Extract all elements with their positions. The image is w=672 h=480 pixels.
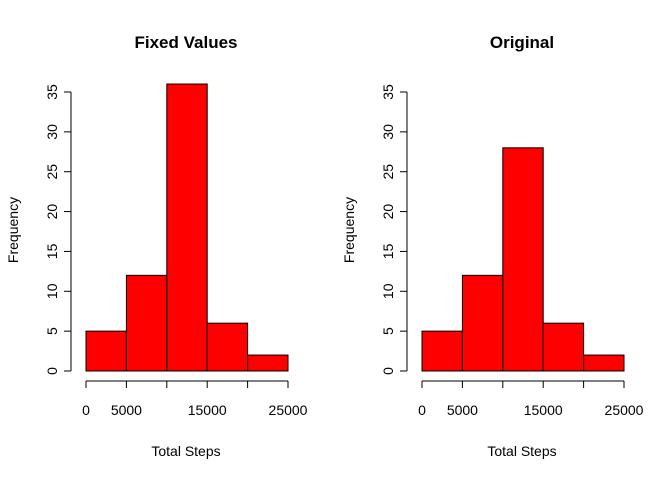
histogram-bar [542,322,585,372]
y-tick-label: 15 [380,243,396,259]
y-tick-label: 15 [44,243,60,259]
y-axis: 0 5 10 15 20 25 30 35 [44,84,72,375]
histogram-bar [583,354,625,372]
panel-fixed-values: Fixed Values Frequency Total Steps 0 5 10 1… [5,33,308,459]
histogram-bar [85,330,127,372]
y-tick-label: 5 [44,327,60,335]
histogram-bar [247,354,289,372]
chart-title: Fixed Values [135,33,238,52]
histogram-bar [461,274,504,372]
x-tick-label: 25000 [605,402,644,418]
y-tick-label: 25 [44,164,60,180]
histogram-bar [206,322,249,372]
bars [421,147,625,372]
y-tick-label: 30 [380,124,396,140]
y-axis-label: Frequency [341,197,357,263]
y-tick-label: 10 [44,283,60,299]
y-tick-label: 35 [380,84,396,100]
y-tick-label: 30 [44,124,60,140]
x-tick-label: 0 [418,402,426,418]
histogram-bar [421,330,463,372]
bars [85,83,289,372]
y-tick-label: 35 [44,84,60,100]
x-tick-label: 15000 [188,402,227,418]
x-axis-label: Total Steps [151,443,220,459]
y-tick-label: 5 [380,327,396,335]
histogram-bar [166,83,208,372]
y-axis-label: Frequency [5,197,21,263]
x-tick-label: 5000 [447,402,478,418]
x-axis: 0 5000 15000 25000 [418,380,644,418]
y-tick-label: 20 [380,204,396,220]
x-tick-label: 0 [82,402,90,418]
y-tick-label: 10 [380,283,396,299]
chart-title: Original [490,33,554,52]
panel-original: Original Frequency Total Steps 0 5 10 15 20 2… [341,33,644,459]
x-tick-label: 25000 [269,402,308,418]
y-tick-label: 0 [380,367,396,375]
y-axis: 0 5 10 15 20 25 30 35 [380,84,408,375]
y-tick-label: 25 [380,164,396,180]
y-tick-label: 0 [44,367,60,375]
x-tick-label: 5000 [111,402,142,418]
x-tick-label: 15000 [524,402,563,418]
x-axis-label: Total Steps [487,443,556,459]
histogram-bar [502,147,544,372]
y-tick-label: 20 [44,204,60,220]
x-axis: 0 5000 15000 25000 [82,380,308,418]
histogram-bar [125,274,168,372]
